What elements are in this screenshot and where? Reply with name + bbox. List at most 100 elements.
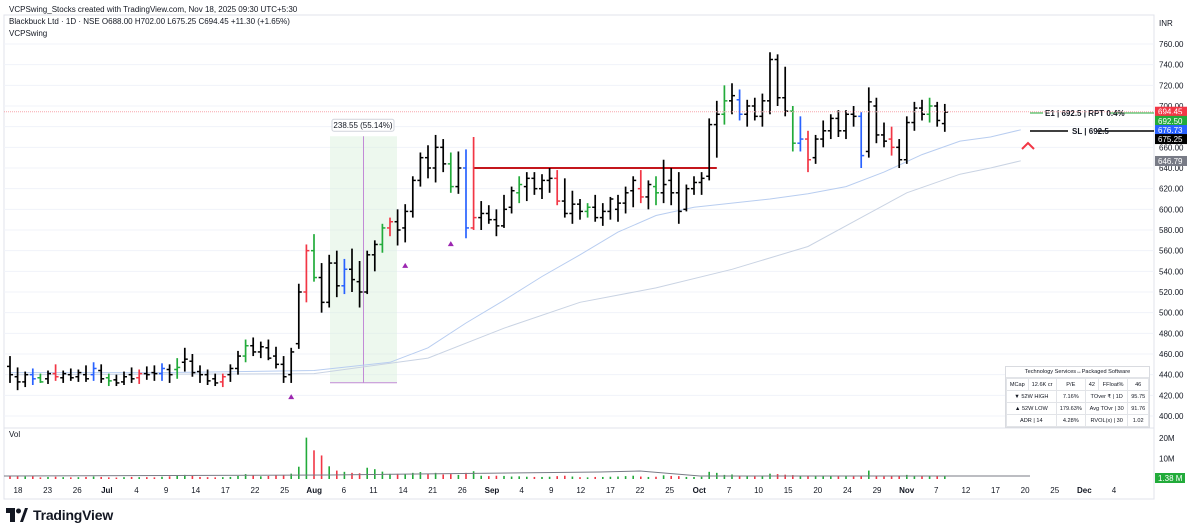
ohlc-bar (789, 106, 796, 152)
ohlc-bar (622, 186, 629, 214)
volume-bar (822, 476, 824, 479)
ohlc-bar (759, 93, 766, 127)
price-tag-label: 675.25 (1158, 135, 1183, 144)
volume-bar (358, 473, 361, 479)
volume-bar (936, 476, 938, 479)
ohlc-bar (812, 134, 819, 164)
volume-bar (685, 476, 688, 479)
ohlc-bar (67, 368, 74, 381)
volume-bar (9, 475, 11, 479)
price-tick-label: 440.00 (1159, 371, 1184, 380)
ohlc-bar (235, 350, 241, 375)
ohlc-bar (311, 234, 317, 282)
ohlc-bar (143, 366, 150, 380)
volume-bar (776, 474, 779, 479)
time-tick-label: 14 (399, 486, 408, 495)
volume-bars (3, 437, 1030, 479)
volume-bar (85, 476, 87, 479)
ohlc-bar (60, 370, 67, 383)
volume-label: Vol (9, 430, 20, 439)
ohlc-bar (637, 170, 644, 204)
ohlc-bar (326, 254, 333, 308)
volume-bar (655, 476, 657, 479)
ohlc-bar (903, 116, 910, 164)
volume-bar (860, 475, 862, 479)
volume-bar (944, 476, 946, 479)
ohlc-bar (630, 176, 637, 208)
time-axis[interactable]: 18 23 26 Jul 4 9 14 17 22 25 Aug 6 11 14 21 26 Sep 4 9 12 17… (14, 486, 1117, 495)
ohlc-bar (843, 110, 849, 140)
ohlc-bar (782, 66, 789, 117)
ohlc-bar (113, 374, 120, 387)
indicator-name: VCPSwing (9, 29, 48, 38)
volume-bar (723, 474, 726, 479)
ohlc-bar (478, 201, 485, 230)
ohlc-bar (52, 364, 59, 381)
ohlc-bar (379, 223, 386, 253)
volume-bar (906, 474, 908, 479)
ohlc-bar (599, 203, 606, 226)
ohlc-bar (675, 172, 682, 224)
volume-bar (70, 477, 72, 479)
volume-bar (670, 475, 672, 479)
ohlc-bar (121, 371, 127, 385)
ohlc-bar (189, 354, 196, 377)
time-tick-label: 22 (251, 486, 260, 495)
ohlc-bar (577, 199, 583, 220)
volume-bar (579, 477, 581, 479)
volume-bar (510, 476, 513, 479)
ohlc-bar (683, 184, 690, 212)
price-tag-label: 694.45 (1158, 108, 1183, 117)
volume-bar (868, 470, 870, 479)
ohlc-bar (371, 240, 378, 272)
table-row: ADR | 14 4.28% RVOL(x) | 30 1.02 (1006, 414, 1149, 427)
volume-bar (693, 476, 695, 479)
tradingview-logo[interactable]: TradingView (6, 506, 113, 524)
time-tick-label: 9 (549, 486, 554, 495)
ohlc-bar (303, 244, 310, 303)
ohlc-bar (820, 120, 827, 148)
price-bars[interactable] (7, 52, 948, 391)
volume-bar (807, 475, 809, 479)
time-tick-label: 9 (164, 486, 169, 495)
price-tick-label: 420.00 (1159, 391, 1184, 400)
grid (4, 43, 1154, 417)
ohlc-bar (713, 100, 720, 158)
time-tick-label: 7 (727, 486, 732, 495)
volume-bar (168, 476, 171, 479)
volume-bar (434, 472, 437, 479)
ohlc-bar (797, 116, 804, 152)
time-tick-label: 14 (191, 486, 200, 495)
ohlc-chart[interactable]: 238.55 (55.14%) 400.00 420.00 440.00 460.00… (0, 0, 1200, 500)
ohlc-bar (493, 209, 500, 237)
chart-header: VCPSwing_Stocks created with TradingView… (9, 4, 297, 40)
table-cell: MCap (1006, 378, 1029, 391)
price-tick-label: 500.00 (1159, 309, 1184, 318)
ohlc-bar (926, 97, 933, 123)
ohlc-bar (151, 365, 158, 381)
time-tick-label: 20 (813, 486, 822, 495)
trade-levels[interactable]: E1 | 692.5 | RPT 0.4% SL | 692.5 (4, 109, 1154, 136)
ohlc-bar (402, 204, 409, 243)
volume-bar (305, 437, 308, 479)
ohlc-bar (128, 367, 135, 383)
ohlc-bar (706, 118, 713, 181)
ohlc-bar (387, 217, 393, 237)
ohlc-bar (470, 137, 477, 230)
volume-bar (381, 471, 384, 479)
ohlc-bar (736, 89, 743, 121)
measure-tool[interactable]: 238.55 (55.14%) (330, 118, 397, 384)
price-axis[interactable]: 400.00 420.00 440.00 460.00 480.00 500.00 520.… (1159, 40, 1184, 464)
ohlc-bar (83, 365, 89, 382)
volume-bar (275, 475, 277, 479)
ohlc-bar (919, 99, 925, 121)
volume-bar (206, 477, 209, 479)
volume-bar (837, 476, 840, 479)
time-tick-label: 4 (519, 486, 524, 495)
ohlc-bar (265, 339, 272, 361)
volume-bar (123, 477, 125, 479)
table-row: MCap 12.6K cr P/E 42 FFloat% 46 (1006, 378, 1149, 391)
ohlc-bar (29, 368, 36, 385)
ohlc-bar (7, 356, 13, 383)
price-tag-box (1155, 125, 1187, 136)
